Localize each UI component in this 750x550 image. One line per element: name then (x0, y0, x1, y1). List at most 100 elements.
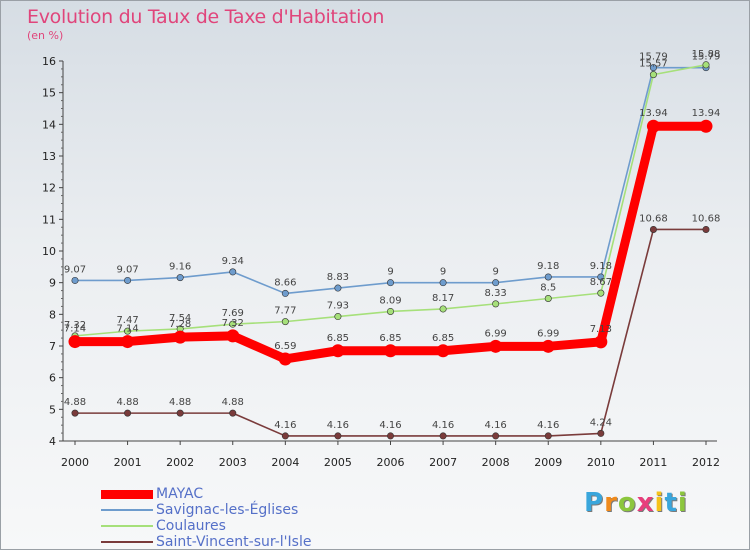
y-tick-label: 13 (42, 150, 56, 163)
series-2-data-label: 15.57 (639, 59, 668, 70)
series-1-point (492, 279, 500, 287)
series-3-data-label: 4.88 (64, 397, 86, 408)
x-tick-label: 2000 (61, 456, 89, 469)
series-2-point (439, 305, 447, 313)
series-0-data-label: 7.32 (222, 318, 244, 329)
series-2-point (702, 61, 710, 69)
logo-letter: o (617, 488, 637, 518)
x-tick-label: 2002 (166, 456, 194, 469)
series-3-point (649, 225, 657, 233)
x-tick-label: 2010 (587, 456, 615, 469)
series-3-point (386, 432, 394, 440)
legend-swatch (101, 541, 153, 543)
series-2-point (334, 313, 342, 321)
y-tick-label: 9 (49, 277, 56, 290)
series-0-data-label: 6.85 (432, 333, 454, 344)
series-0-data-label: 6.99 (537, 328, 559, 339)
series-2-data-label: 8.5 (540, 283, 556, 294)
logo-letter: x (636, 488, 655, 518)
legend-item: Saint-Vincent-sur-l'Isle (101, 534, 341, 550)
series-0-data-label: 6.85 (327, 333, 349, 344)
series-2-point (386, 307, 394, 315)
logo-letter: t (664, 488, 678, 518)
logo-letter: i (654, 488, 665, 518)
series-3-point (229, 409, 237, 417)
series-2-point (124, 327, 132, 335)
y-tick-label: 14 (42, 118, 56, 131)
series-0-data-label: 7.28 (169, 319, 191, 330)
series-1-data-label: 9.07 (64, 264, 86, 275)
series-0-point (699, 119, 713, 133)
series-1-point (334, 284, 342, 292)
series-1-data-label: 9.18 (537, 261, 559, 272)
series-1-data-label: 9.18 (590, 261, 612, 272)
y-tick-label: 6 (49, 372, 56, 385)
series-0-data-label: 6.59 (274, 341, 296, 352)
series-2-data-label: 7.77 (274, 306, 296, 317)
x-tick-label: 2011 (639, 456, 667, 469)
series-1-data-label: 15.79 (639, 52, 668, 63)
series-0-point (541, 339, 555, 353)
series-3-point (281, 432, 289, 440)
series-2-data-label: 8.09 (379, 295, 401, 306)
series-3-data-label: 4.16 (537, 420, 559, 431)
y-tick-label: 5 (49, 403, 56, 416)
chart-subtitle: (en %) (27, 29, 64, 42)
proxiti-logo: Proxiti (584, 488, 688, 518)
legend-label: MAYAC (156, 486, 204, 502)
series-3-data-label: 4.16 (485, 420, 507, 431)
series-3-point (544, 432, 552, 440)
logo-letter: i (677, 488, 688, 518)
series-3-point (71, 409, 79, 417)
series-0-point (226, 329, 240, 343)
series-3-point (176, 409, 184, 417)
x-tick-label: 2001 (114, 456, 142, 469)
y-tick-label: 4 (49, 435, 56, 448)
axes: 4 5 6 7 8 9 10 11 12 13 14 15 16 2000 2001 2002 2003 2004… (42, 55, 720, 469)
series-2-point (544, 294, 552, 302)
y-tick-label: 8 (49, 308, 56, 321)
series-1-point (124, 276, 132, 284)
series-2-point (229, 320, 237, 328)
logo-letter: r (604, 488, 618, 518)
series-0-point (436, 344, 450, 358)
series-1-data-label: 9.07 (116, 264, 138, 275)
series-1-data-label: 9 (387, 267, 393, 278)
series-2-data-label: 7.32 (64, 320, 86, 331)
series-0-point (489, 339, 503, 353)
series-0-data-label: 13.94 (692, 108, 721, 119)
y-tick-label: 16 (42, 55, 56, 68)
series-layer (68, 61, 713, 440)
series-3-data-label: 4.88 (222, 397, 244, 408)
series-2-point (281, 318, 289, 326)
series-1-point (281, 289, 289, 297)
series-1-data-label: 9.16 (169, 262, 191, 273)
series-0-point (646, 119, 660, 133)
y-tick-label: 11 (42, 213, 56, 226)
series-1-point (71, 276, 79, 284)
series-0-data-label: 13.94 (639, 108, 668, 119)
data-labels-layer: 4.88 4.88 4.88 4.88 4.16 4.16 4.16 4.16 4.16 4.16… (64, 49, 720, 431)
series-3-point (597, 429, 605, 437)
series-3-data-label: 4.24 (590, 417, 612, 428)
series-3-data-label: 4.16 (327, 420, 349, 431)
series-1-point (176, 274, 184, 282)
series-3-point (439, 432, 447, 440)
series-0-data-label: 7.14 (116, 324, 138, 335)
x-tick-label: 2008 (482, 456, 510, 469)
series-3-point (124, 409, 132, 417)
series-2-data-label: 8.67 (590, 277, 612, 288)
series-1-data-label: 9 (440, 267, 446, 278)
series-3-data-label: 4.16 (432, 420, 454, 431)
series-2-data-label: 15.88 (692, 49, 721, 60)
chart-title: Evolution du Taux de Taxe d'Habitation (27, 6, 385, 28)
legend-label: Savignac-les-Églises (156, 502, 299, 518)
series-1-point (386, 279, 394, 287)
series-3-data-label: 4.88 (169, 397, 191, 408)
series-2-point (649, 71, 657, 79)
series-2-data-label: 7.47 (116, 315, 138, 326)
series-0-point (68, 335, 82, 349)
series-0-point (278, 352, 292, 366)
y-tick-label: 12 (42, 182, 56, 195)
